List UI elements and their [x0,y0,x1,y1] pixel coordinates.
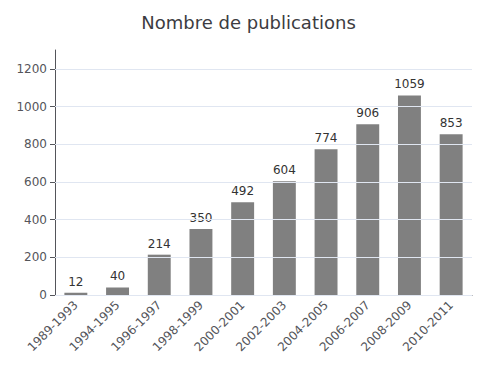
svg-text:2008-2009: 2008-2009 [358,298,415,355]
svg-text:600: 600 [24,175,47,189]
svg-text:2006-2007: 2006-2007 [316,298,373,355]
svg-text:1989-1993: 1989-1993 [24,298,81,355]
svg-text:40: 40 [110,269,125,283]
svg-text:214: 214 [148,237,171,251]
svg-text:800: 800 [24,137,47,151]
svg-text:2002-2003: 2002-2003 [233,298,290,355]
svg-text:400: 400 [24,213,47,227]
svg-text:1200: 1200 [16,62,47,76]
svg-text:853: 853 [440,116,463,130]
svg-text:604: 604 [273,163,296,177]
svg-text:906: 906 [356,106,379,120]
svg-text:774: 774 [315,131,338,145]
svg-text:200: 200 [24,250,47,264]
svg-text:Nombre de publications: Nombre de publications [141,12,356,33]
svg-text:1059: 1059 [394,77,425,91]
svg-text:1998-1999: 1998-1999 [149,298,206,355]
svg-text:492: 492 [231,184,254,198]
svg-text:1000: 1000 [16,100,47,114]
svg-text:2010-2011: 2010-2011 [400,298,456,354]
svg-text:2004-2005: 2004-2005 [274,298,331,355]
svg-text:1996-1997: 1996-1997 [108,298,165,355]
svg-text:2000-2001: 2000-2001 [191,298,248,355]
svg-text:0: 0 [39,288,47,302]
svg-text:12: 12 [68,275,83,289]
svg-text:1994-1995: 1994-1995 [66,298,123,355]
svg-text:350: 350 [189,211,212,225]
